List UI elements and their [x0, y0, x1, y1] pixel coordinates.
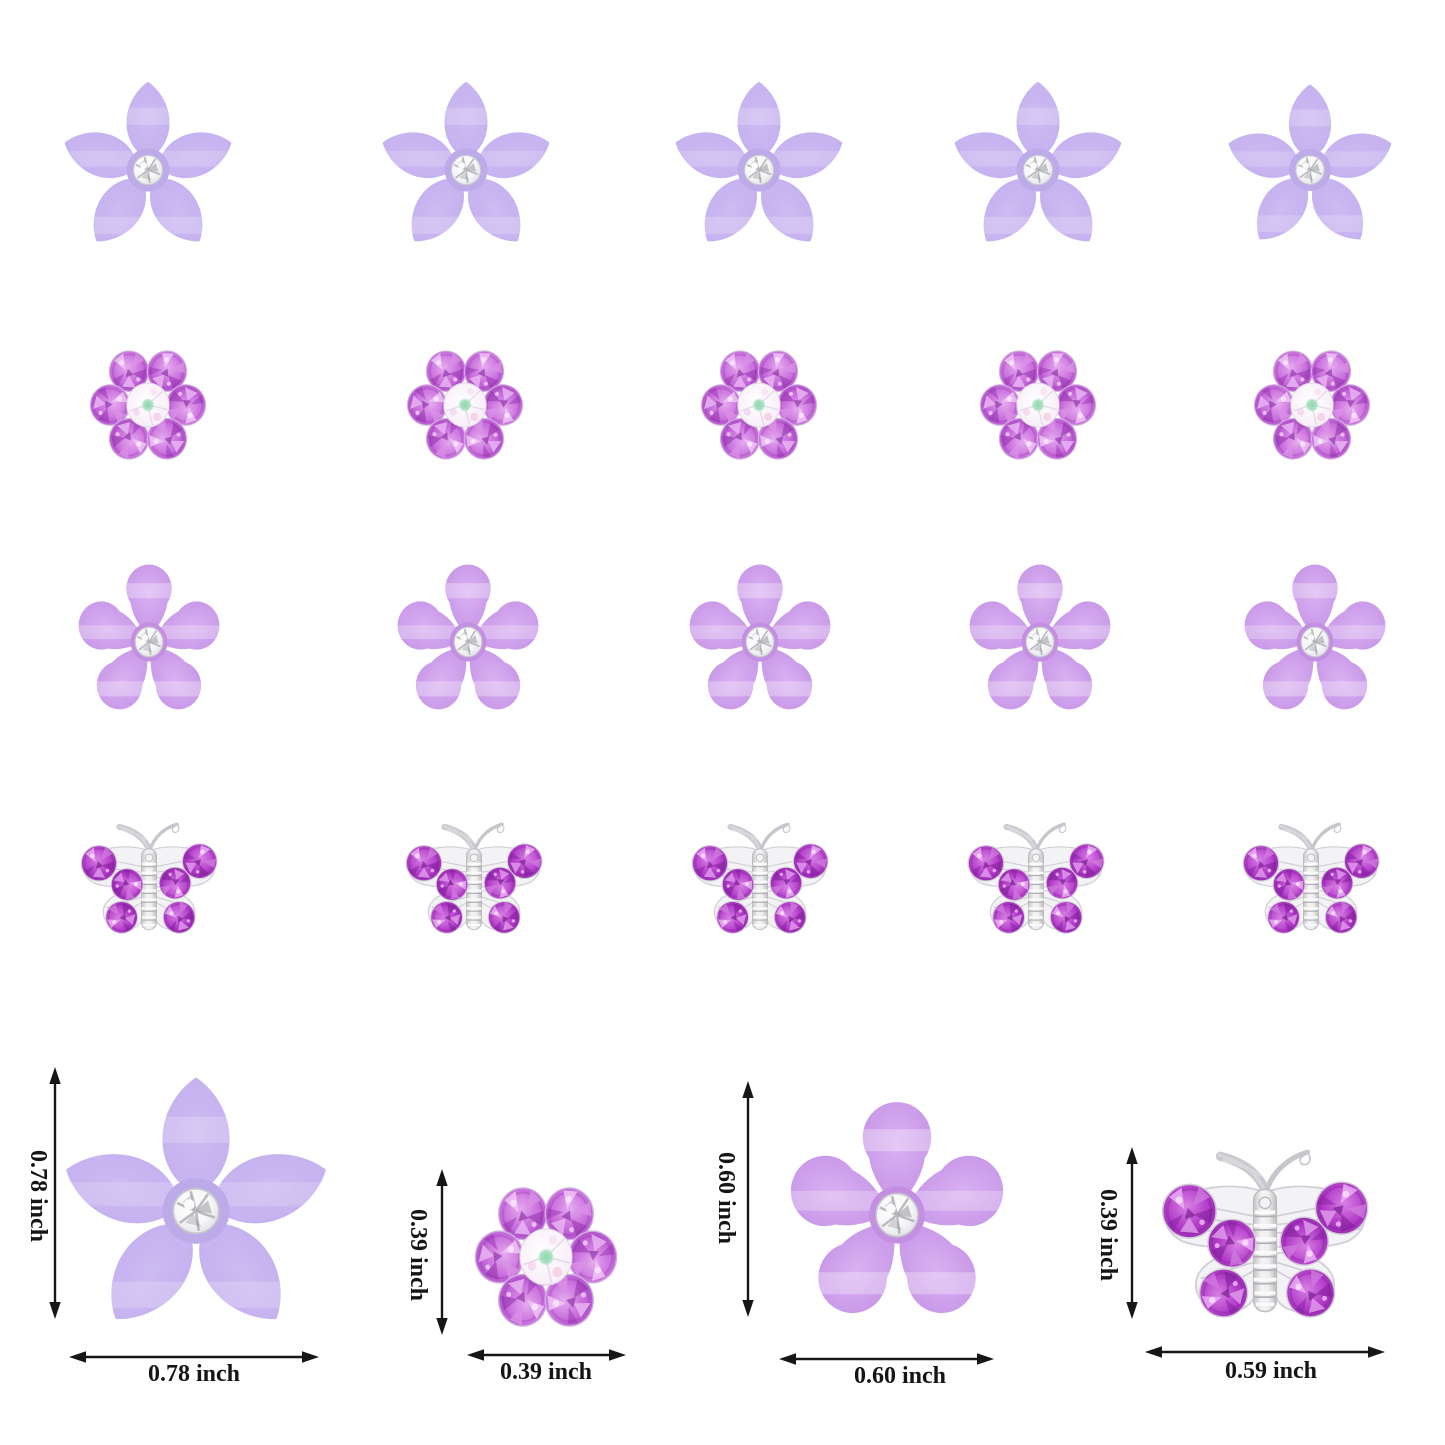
svg-text:0.39 inch: 0.39 inch — [1095, 1189, 1121, 1281]
svg-text:0.39 inch: 0.39 inch — [500, 1359, 592, 1385]
svg-text:0.60 inch: 0.60 inch — [854, 1363, 946, 1389]
svg-text:0.60 inch: 0.60 inch — [713, 1152, 739, 1244]
svg-text:0.78 inch: 0.78 inch — [25, 1150, 51, 1242]
svg-text:0.39 inch: 0.39 inch — [405, 1209, 431, 1301]
svg-text:0.78 inch: 0.78 inch — [148, 1361, 240, 1387]
svg-text:0.59 inch: 0.59 inch — [1225, 1358, 1317, 1384]
